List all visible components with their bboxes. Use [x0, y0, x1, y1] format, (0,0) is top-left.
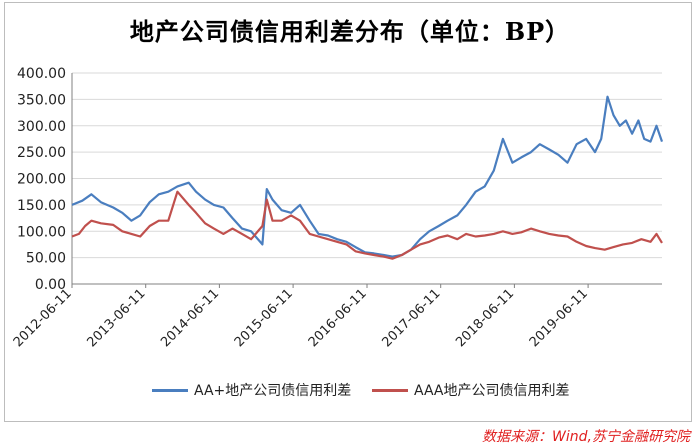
- legend-item-aaa: AAA地产公司债信用利差: [372, 380, 570, 400]
- axes: [71, 73, 662, 288]
- y-tick-label: 150.00: [17, 198, 66, 214]
- legend-swatch-aa-plus: [152, 388, 188, 392]
- y-tick-label: 0.00: [35, 277, 66, 293]
- x-tick-label: 2015-06-11: [232, 286, 296, 350]
- x-tick-label: 2019-06-11: [527, 286, 591, 350]
- y-tick-label: 100.00: [17, 224, 66, 240]
- series-line-aa-plus: [71, 95, 664, 258]
- legend-swatch-aaa: [372, 388, 408, 392]
- grid-lines: [72, 72, 662, 259]
- series-line-aaa: [71, 190, 663, 260]
- x-tick-label: 2012-06-11: [11, 286, 75, 350]
- y-tick-label: 350.00: [17, 92, 66, 108]
- source-note: 数据来源：Wind,苏宁金融研究院: [482, 429, 690, 445]
- series-lines: [71, 95, 664, 260]
- y-tick-label: 300.00: [17, 119, 66, 135]
- x-tick-label: 2014-06-11: [158, 286, 222, 350]
- y-tick-label: 200.00: [17, 172, 66, 188]
- y-tick-label: 250.00: [17, 145, 66, 161]
- y-tick-label: 400.00: [17, 66, 66, 82]
- chart-frame: [4, 2, 692, 422]
- legend-item-aa-plus: AA+地产公司债信用利差: [152, 380, 351, 400]
- legend-label-aa-plus: AA+地产公司债信用利差: [194, 383, 352, 399]
- legend-label-aaa: AAA地产公司债信用利差: [414, 383, 570, 399]
- x-tick-label: 2017-06-11: [379, 286, 443, 350]
- legend: AA+地产公司债信用利差 AAA地产公司债信用利差: [0, 380, 700, 402]
- x-tick-label: 2018-06-11: [453, 286, 517, 350]
- chart-title: 地产公司债信用利差分布（单位：BP）: [129, 17, 571, 46]
- y-tick-labels: 0.00 50.00 100.00 150.00 200.00 250.00 300.00 3…: [17, 66, 66, 293]
- y-tick-label: 50.00: [26, 251, 66, 267]
- x-tick-label: 2016-06-11: [306, 286, 370, 350]
- x-tick-label: 2013-06-11: [84, 286, 148, 350]
- x-tick-labels: 2012-06-11 2013-06-11 2014-06-11 2015-06-11…: [11, 286, 591, 350]
